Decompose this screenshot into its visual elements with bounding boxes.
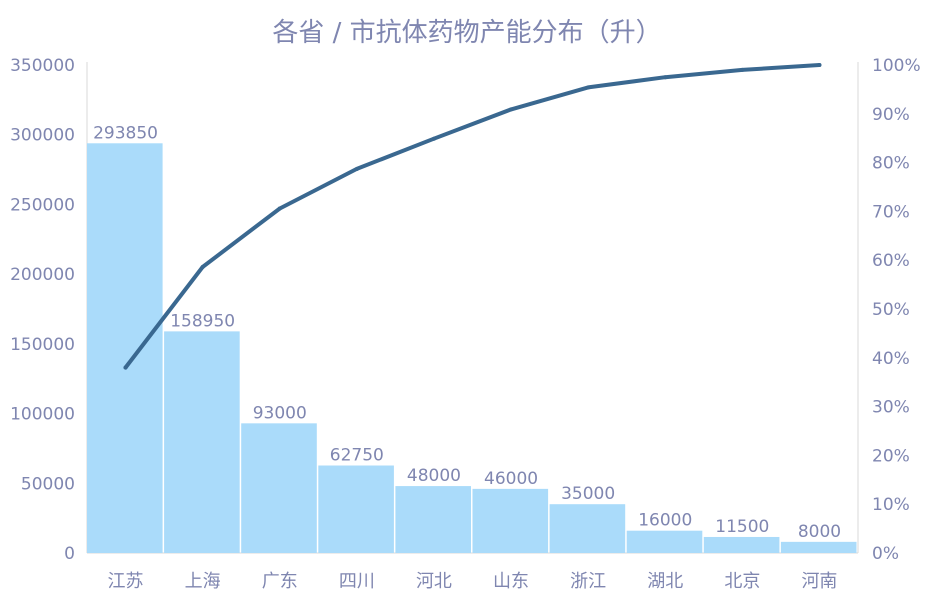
bar-data-label-3: 93000 bbox=[253, 403, 307, 423]
line-point-7 bbox=[586, 85, 591, 90]
bar-5 bbox=[395, 486, 471, 553]
line-point-4 bbox=[354, 166, 359, 171]
y2-tick-label-2: 20% bbox=[872, 446, 910, 466]
bar-data-label-9: 11500 bbox=[715, 517, 769, 537]
bar-data-label-6: 46000 bbox=[484, 469, 538, 489]
bar-data-label-5: 48000 bbox=[407, 466, 461, 486]
x-tick-label-2: 上海 bbox=[185, 571, 221, 592]
y-tick-label-7: 350000 bbox=[10, 56, 75, 76]
bar-2 bbox=[164, 331, 240, 553]
y-tick-label-4: 200000 bbox=[10, 265, 75, 285]
cumulative-line-series bbox=[123, 63, 822, 370]
y2-tick-label-7: 70% bbox=[872, 202, 910, 222]
line-point-6 bbox=[509, 107, 514, 112]
y-tick-label-5: 250000 bbox=[10, 195, 75, 215]
bar-7 bbox=[549, 504, 626, 553]
right-axis-ticks: 0% 10% 20% 30% 40% 50% 60% 70% 80% 90% 100% bbox=[872, 56, 921, 564]
x-tick-label-9: 北京 bbox=[724, 571, 760, 592]
bar-data-label-2: 158950 bbox=[170, 311, 235, 331]
line-point-1 bbox=[123, 365, 128, 370]
bar-4 bbox=[318, 465, 394, 553]
y2-tick-label-8: 80% bbox=[872, 154, 910, 174]
bar-3 bbox=[241, 423, 317, 553]
left-axis-ticks: 0 50000 100000 150000 200000 250000 300000 3500… bbox=[10, 56, 75, 564]
x-tick-label-10: 河南 bbox=[801, 571, 837, 592]
line-point-2 bbox=[200, 265, 205, 270]
y2-tick-label-9: 90% bbox=[872, 105, 910, 125]
x-tick-label-6: 山东 bbox=[493, 571, 529, 592]
bar-data-label-10: 8000 bbox=[798, 522, 841, 542]
line-point-10 bbox=[817, 63, 822, 67]
bar-data-label-8: 16000 bbox=[638, 511, 692, 531]
bar-6 bbox=[472, 488, 549, 553]
bar-10 bbox=[780, 541, 857, 553]
bar-9 bbox=[703, 536, 780, 553]
bar-data-label-7: 35000 bbox=[561, 484, 615, 504]
x-tick-label-5: 河北 bbox=[416, 571, 452, 592]
bar-1 bbox=[87, 143, 163, 554]
y2-tick-label-1: 10% bbox=[872, 495, 910, 515]
bar-data-labels: 293850 158950 93000 62750 48000 46000 35000 160… bbox=[93, 123, 841, 542]
y-tick-label-3: 150000 bbox=[10, 335, 75, 355]
x-tick-label-3: 广东 bbox=[262, 571, 298, 592]
bar-series bbox=[87, 143, 857, 554]
x-tick-label-4: 四川 bbox=[339, 571, 375, 592]
y2-tick-label-10: 100% bbox=[872, 56, 921, 76]
y-tick-label-2: 100000 bbox=[10, 405, 75, 425]
y-tick-label-6: 300000 bbox=[10, 126, 75, 146]
y-tick-label-0: 0 bbox=[64, 544, 75, 564]
y2-tick-label-4: 40% bbox=[872, 349, 910, 369]
y-tick-label-1: 50000 bbox=[21, 474, 75, 494]
chart-title: 各省 / 市抗体药物产能分布（升） bbox=[272, 18, 662, 48]
bar-8 bbox=[626, 530, 703, 553]
x-tick-label-7: 浙江 bbox=[570, 571, 606, 592]
bar-data-label-1: 293850 bbox=[93, 123, 158, 143]
x-tick-label-8: 湖北 bbox=[647, 571, 683, 592]
y2-tick-label-0: 0% bbox=[872, 544, 899, 564]
cumulative-line bbox=[123, 63, 822, 370]
y2-tick-label-3: 30% bbox=[872, 398, 910, 418]
y2-tick-label-6: 60% bbox=[872, 251, 910, 271]
line-point-8 bbox=[663, 75, 668, 80]
line-point-9 bbox=[740, 67, 745, 72]
y2-tick-label-5: 50% bbox=[872, 300, 910, 320]
x-tick-label-1: 江苏 bbox=[108, 571, 144, 592]
line-point-5 bbox=[431, 136, 436, 141]
line-point-3 bbox=[277, 206, 282, 211]
bar-data-label-4: 62750 bbox=[330, 446, 384, 466]
x-axis-ticks: 江苏 上海 广东 四川 河北 山东 浙江 湖北 北京 河南 bbox=[108, 571, 838, 592]
